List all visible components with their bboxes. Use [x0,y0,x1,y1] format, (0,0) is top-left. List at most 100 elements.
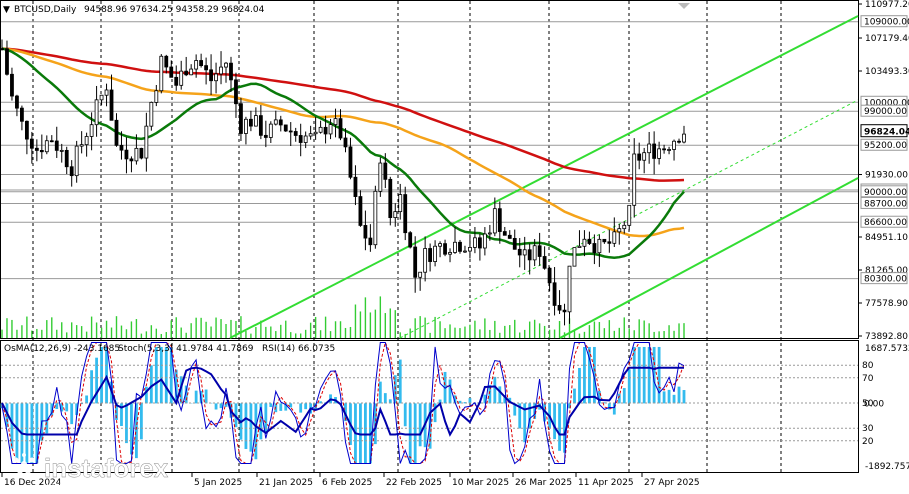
price-pane[interactable] [0,0,859,339]
indicator-level-label: 20 [862,437,874,447]
candle-body [273,119,278,125]
candle-body [333,118,338,125]
candle-body [278,119,283,126]
osma-bar [125,403,128,444]
candle-body [403,194,408,234]
osma-bar [249,403,253,452]
osma-bar [75,403,79,416]
time-tick-label: 10 Mar 2025 [452,478,509,488]
osma-bar [100,346,103,404]
candle-body [398,194,403,213]
candle-body [194,60,199,70]
osma-bar [498,386,502,404]
candle-body [458,241,462,252]
candle-body [672,140,676,150]
symbol-label: BTCUSD,Daily [14,5,77,15]
price-tick-label: 91930.00 [865,171,908,181]
price-tick-label: 81265.00 [865,266,908,276]
osma-zero-label: 0.00 [864,399,884,409]
candle-body [587,238,592,244]
osma-bar [558,403,561,451]
candle-body [637,153,642,161]
candle-body [413,246,418,278]
osma-bar [503,394,507,404]
osma-bar [60,403,64,412]
candle-body [348,146,353,178]
watermark-logo: instaforex Instant Forex Trading [10,453,169,492]
osma-max-label: 1687.5732 [865,344,909,354]
level-tag-label: 86600.00 [864,218,907,228]
indicator-pane[interactable] [0,340,859,473]
candle-body [84,136,89,146]
osma-bar [254,403,258,460]
watermark-brand: instaforex [44,453,169,483]
osma-bar [304,403,308,410]
chart-menu-icon[interactable]: ▼ [3,5,10,15]
candle-body [597,238,602,254]
osma-bar [130,403,133,455]
osma-bar [85,395,89,404]
osma-bar [518,403,522,429]
candle-body [592,243,597,254]
indicator-level-label: 50 [862,399,874,409]
candle-body [234,79,238,105]
candle-body [448,252,452,255]
candle-body [577,245,582,248]
osma-bar [528,403,532,429]
indicator-level-label: 70 [862,374,874,384]
candle-body [612,231,617,244]
osma-bar [543,403,547,422]
osma-bar [672,394,676,404]
indicator-level-label: 80 [862,361,874,371]
candle-body [94,99,99,126]
osma-bar [677,386,681,404]
candle-body [169,66,174,78]
osma-bar [637,346,641,404]
candle-body [179,70,184,86]
candle-body [363,225,368,239]
osma-bar [5,403,9,428]
osma-bar [284,403,288,411]
time-axis: 16 Dec 2024 5 Jan 2025 21 Jan 2025 6 Feb 20… [1,473,700,488]
osma-bar [364,403,367,464]
scroll-arrow-icon[interactable] [678,3,690,9]
indicator-axis: 1687.5732 -1892.7573 80 70 50 30 20 0.00 [862,344,909,472]
candle-body [224,62,228,68]
candle-body [378,162,383,192]
candle-body [288,130,293,133]
osma-bar [174,369,178,404]
osma-bar [65,403,69,412]
level-tag [860,15,908,28]
candle-body [507,234,512,239]
candle-body [249,118,253,127]
candle-body [49,140,54,143]
candle-body [144,125,149,159]
candle-body [268,123,273,138]
candle-body [617,228,622,233]
osma-bar [388,399,392,404]
osma-bar [607,403,611,410]
candle-body [358,196,363,226]
candle-body [129,158,134,162]
level-tag [860,215,908,228]
price-axis: 110977.20 107179.40 103493.30 91930.00 84951… [858,0,909,342]
price-tick-label: 84951.10 [865,233,908,243]
candle-body [473,237,477,248]
osma-bar [583,346,586,404]
candle-body [159,55,164,92]
osma-bar [612,403,616,415]
osma-bar [70,403,74,425]
level-tag [860,196,908,209]
candle-body [318,126,323,133]
osma-bar [647,346,651,404]
candle-body [328,124,333,135]
level-tag [860,272,908,285]
candle-body [114,119,119,146]
osma-min-label: -1892.7573 [865,462,909,472]
osma-bar [438,399,442,404]
candle-body [622,224,627,230]
osma-bar [269,403,273,407]
osma-bar [359,403,362,464]
rsi-label: RSI(14) 66.0735 [262,344,335,354]
ohlc-label: 94588.96 97634.25 94358.29 96824.04 [84,5,265,15]
